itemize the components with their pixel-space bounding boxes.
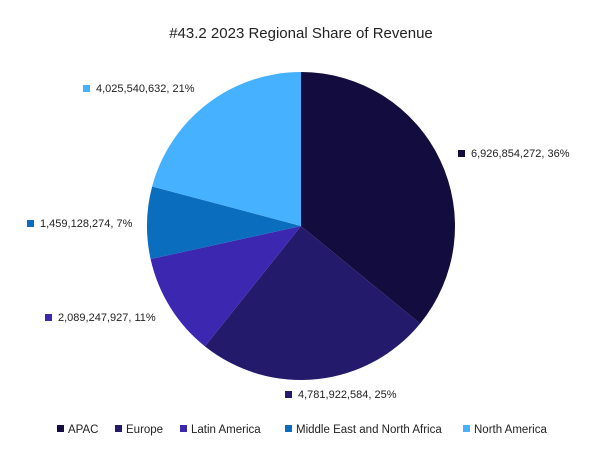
pie-slices <box>147 72 456 380</box>
data-label-text: 4,781,922,584, 25% <box>298 389 397 401</box>
data-label-swatch <box>458 150 465 157</box>
legend-item-middle-east-and-north-africa[interactable]: Middle East and North Africa <box>285 424 442 436</box>
legend: APAC Europe Latin America Middle East and N… <box>57 424 547 436</box>
legend-label: Latin America <box>191 424 261 436</box>
legend-swatch <box>463 425 470 432</box>
data-label: 2,089,247,927, 11% <box>45 312 156 324</box>
data-label-swatch <box>83 85 90 92</box>
pie-slice-middle-east-and-north-africa[interactable] <box>147 186 301 260</box>
data-label: 1,459,128,274, 7% <box>27 218 133 230</box>
data-label-text: 2,089,247,927, 11% <box>58 312 156 324</box>
legend-swatch <box>180 425 187 432</box>
legend-label: Middle East and North Africa <box>296 424 442 436</box>
data-label: 6,926,854,272, 36% <box>458 148 570 160</box>
legend-label: Europe <box>126 424 163 436</box>
data-label-swatch <box>45 314 52 321</box>
legend-swatch <box>285 425 292 432</box>
data-label-text: 4,025,540,632, 21% <box>96 83 195 95</box>
legend-swatch <box>115 425 122 432</box>
data-label-text: 1,459,128,274, 7% <box>40 218 133 230</box>
legend-item-europe[interactable]: Europe <box>115 424 163 436</box>
data-label: 4,025,540,632, 21% <box>83 83 195 95</box>
legend-item-apac[interactable]: APAC <box>57 424 98 436</box>
legend-item-latin-america[interactable]: Latin America <box>180 424 261 436</box>
data-label: 4,781,922,584, 25% <box>285 389 397 401</box>
pie-slice-apac[interactable] <box>301 72 456 324</box>
pie-slice-north-america[interactable] <box>152 72 301 226</box>
data-label-swatch <box>285 391 292 398</box>
data-labels: 6,926,854,272, 36% 4,781,922,584, 25% 2,08… <box>27 83 570 401</box>
legend-label: APAC <box>68 424 98 436</box>
pie-slice-europe[interactable] <box>204 226 421 380</box>
legend-item-north-america[interactable]: North America <box>463 424 547 436</box>
legend-swatch <box>57 425 64 432</box>
data-label-swatch <box>27 220 34 227</box>
data-label-text: 6,926,854,272, 36% <box>471 148 570 160</box>
pie-slice-latin-america[interactable] <box>150 226 301 347</box>
chart-title: #43.2 2023 Regional Share of Revenue <box>169 25 433 42</box>
legend-label: North America <box>474 424 547 436</box>
